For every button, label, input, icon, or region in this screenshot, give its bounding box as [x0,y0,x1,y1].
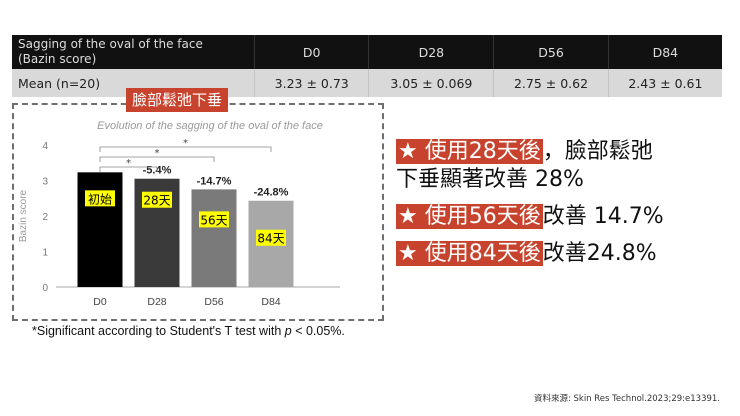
significance-bracket [99,166,158,172]
x-tick-label: D0 [93,296,107,308]
x-tick-label: D28 [147,296,166,308]
bar-label: 28天 [143,194,170,208]
y-tick-label: 0 [42,283,48,294]
summary-text: 改善 14.7% [542,204,664,229]
column-header: D0 [253,35,369,69]
significance-bracket [99,156,215,162]
significance-bracket [99,146,272,152]
table-cell: 3.23 ± 0.73 [253,69,369,97]
table-header-label-line2: (Bazin score) [18,52,97,66]
bar-label-bg [256,229,286,246]
summary-line-56: ★ 使用56天後改善 14.7% [396,202,731,232]
bar-label: 84天 [257,232,284,246]
summary-text: 改善24.8% [542,241,657,266]
bar-label-bg [85,190,115,207]
results-summary: ★ 使用28天後，臉部鬆弛 下垂顯著改善 28% ★ 使用56天後改善 14.7… [396,137,731,276]
summary-line-84: ★ 使用84天後改善24.8% [396,239,731,269]
change-label: -14.7% [197,175,232,187]
significance-marker: * [126,158,131,169]
significance-marker: * [155,148,160,159]
x-tick-label: D84 [261,296,280,308]
table-cell: 3.05 ± 0.069 [368,69,494,97]
summary-line-28: ★ 使用28天後，臉部鬆弛 下垂顯著改善 28% [396,137,731,195]
footnote-text: *Significant according to Student's T te… [32,324,285,338]
table-row: Mean (n=20) 3.23 ± 0.73 3.05 ± 0.069 2.7… [12,69,722,97]
bar-label: 初始 [88,192,112,206]
results-table: Sagging of the oval of the face (Bazin s… [12,35,722,97]
summary-highlight: ★ 使用28天後 [396,139,543,164]
bar-label: 56天 [200,213,227,227]
column-header: D84 [607,35,722,69]
table-header-row: Sagging of the oval of the face (Bazin s… [12,35,722,69]
table-header-label-line1: Sagging of the oval of the face [18,37,203,51]
chart-tag: 臉部鬆弛下垂 [126,88,229,112]
bar-label-bg [142,191,172,208]
summary-highlight: ★ 使用56天後 [396,204,543,229]
y-tick-label: 3 [42,177,48,188]
column-header: D56 [493,35,609,69]
bar [77,172,123,287]
y-tick-label: 4 [42,141,48,152]
significance-marker: * [183,138,188,149]
y-axis-label: Bazin score [18,189,29,242]
footnote-p: p [284,324,292,338]
y-tick-label: 2 [42,212,48,223]
column-header: D28 [368,35,494,69]
table-header-label: Sagging of the oval of the face (Bazin s… [12,35,255,69]
source-citation: 資料來源: Skin Res Technol.2023;29:e13391. [533,394,720,404]
bar-label-bg [199,211,229,228]
chart-title: Evolution of the sagging of the oval of … [97,120,323,132]
table-cell: 2.43 ± 0.61 [607,69,722,97]
footnote-threshold: < 0.05%. [291,324,345,338]
bar [191,189,237,287]
bar-chart: Evolution of the sagging of the oval of … [18,120,340,308]
y-tick-label: 1 [42,248,48,259]
summary-highlight: ★ 使用84天後 [396,241,543,266]
change-label: -24.8% [254,187,289,199]
x-tick-label: D56 [204,296,223,308]
footnote: *Significant according to Student's T te… [32,324,345,338]
summary-text: ，臉部鬆弛 [542,139,653,164]
summary-text: 下垂顯著改善 28% [396,167,584,192]
table-cell: 2.75 ± 0.62 [493,69,609,97]
